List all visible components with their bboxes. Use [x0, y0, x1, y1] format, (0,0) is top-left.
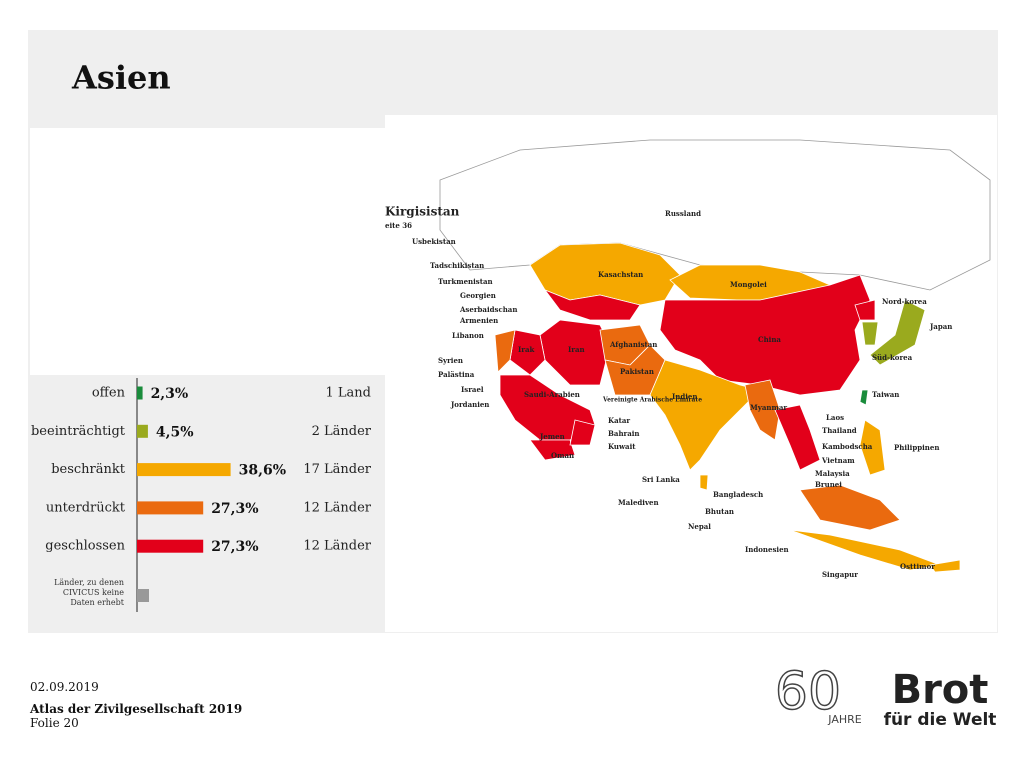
- value-label: 27,3%: [211, 501, 258, 517]
- map-label: China: [758, 335, 781, 344]
- map-label: Vietnam: [821, 456, 855, 465]
- map-label: eite 36: [385, 221, 412, 230]
- map-label: Japan: [929, 322, 952, 331]
- count-label: 17 Länder: [303, 462, 371, 477]
- map-label: Myanmar: [750, 403, 787, 412]
- map-label: Indonesien: [745, 545, 789, 554]
- title: Asien: [71, 59, 171, 97]
- bar-chart: offen 1 Land 2,3% beeinträchtigt 2 Länder 4,5…: [31, 386, 372, 556]
- category-label: beeinträchtigt: [31, 424, 126, 439]
- map-label: Indien: [672, 392, 697, 401]
- map-label: Brunei: [815, 480, 842, 489]
- count-label: 12 Länder: [303, 539, 371, 554]
- map-label: Nord-korea: [882, 297, 927, 306]
- map-label: Usbekistan: [412, 237, 456, 246]
- map-label: Kuwait: [608, 442, 636, 451]
- value-label: 27,3%: [211, 539, 258, 555]
- map-label: Malediven: [618, 498, 659, 507]
- map: [439, 139, 991, 573]
- map-label: Kambodscha: [822, 442, 873, 451]
- map-label: Taiwan: [872, 390, 899, 399]
- map-label: Philippinen: [894, 443, 939, 452]
- map-label: Osttimor: [900, 562, 935, 571]
- map-label: Iran: [568, 345, 585, 354]
- map-labels: Kirgisistan eite 36 Russland Usbekistan …: [385, 205, 952, 580]
- map-label: Armenien: [459, 316, 498, 325]
- map-label: Kirgisistan: [385, 205, 460, 219]
- count-label: 2 Länder: [312, 424, 372, 439]
- map-label: Sri Lanka: [642, 475, 680, 484]
- map-label: Thailand: [822, 426, 857, 435]
- value-label: 4,5%: [156, 424, 194, 440]
- logo: 60 JAHRE Brot für die Welt: [774, 661, 997, 730]
- publication: Atlas der Zivilgesellschaft 2019: [30, 702, 243, 716]
- map-label: Bangladesch: [713, 490, 763, 499]
- category-label: geschlossen: [45, 539, 125, 554]
- map-label: Oman: [551, 451, 574, 460]
- value-label: 2,3%: [151, 386, 189, 402]
- bar: [137, 424, 148, 438]
- map-label: Israel: [461, 385, 484, 394]
- bar: [137, 539, 204, 553]
- map-label: Laos: [826, 413, 844, 422]
- no-data-swatch: [137, 589, 149, 602]
- bar: [137, 501, 204, 515]
- bar: [137, 463, 231, 477]
- logo-sub: für die Welt: [884, 710, 997, 730]
- logo-number: 60: [775, 662, 841, 722]
- map-label: Kasachstan: [598, 270, 643, 279]
- map-label: Bhutan: [705, 507, 734, 516]
- no-data-note: Länder, zu denen CIVICUS keine Daten erh…: [54, 578, 124, 607]
- map-label: Mongolei: [730, 280, 767, 289]
- map-label: Bahrain: [608, 429, 640, 438]
- map-label: Nepal: [688, 522, 711, 531]
- map-label: Vereinigte Arabische Emirate: [602, 397, 702, 404]
- map-label: Aserbaidschan: [459, 305, 517, 314]
- category-label: unterdrückt: [46, 500, 126, 515]
- count-label: 1 Land: [326, 386, 371, 401]
- map-label: Saudi-Arabien: [524, 390, 580, 399]
- map-label: Malaysia: [815, 469, 850, 478]
- date: 02.09.2019: [30, 680, 99, 694]
- map-label: Libanon: [452, 331, 484, 340]
- category-label: beschränkt: [51, 462, 126, 477]
- map-label: Katar: [608, 416, 630, 425]
- map-label: Russland: [665, 209, 701, 218]
- logo-brand: Brot: [892, 667, 989, 713]
- map-label: Jemen: [539, 432, 565, 441]
- slide-number: Folie 20: [30, 716, 79, 730]
- count-label: 12 Länder: [303, 500, 371, 515]
- map-label: Turkmenistan: [438, 277, 493, 286]
- logo-years: JAHRE: [827, 713, 861, 726]
- bar: [137, 386, 143, 400]
- category-label: offen: [92, 386, 126, 401]
- map-label: Afghanistan: [609, 340, 657, 349]
- map-label: Pakistan: [620, 367, 654, 376]
- map-label: Süd-korea: [872, 353, 913, 362]
- map-label: Syrien: [438, 356, 463, 365]
- map-label: Singapur: [822, 570, 858, 579]
- map-label: Tadschikistan: [430, 261, 484, 270]
- map-label: Jordanien: [450, 400, 489, 409]
- map-label: Palästina: [438, 370, 475, 379]
- value-label: 38,6%: [239, 463, 286, 479]
- map-label: Georgien: [460, 291, 496, 300]
- map-label: Irak: [518, 345, 534, 354]
- map-bg-left: [30, 128, 385, 375]
